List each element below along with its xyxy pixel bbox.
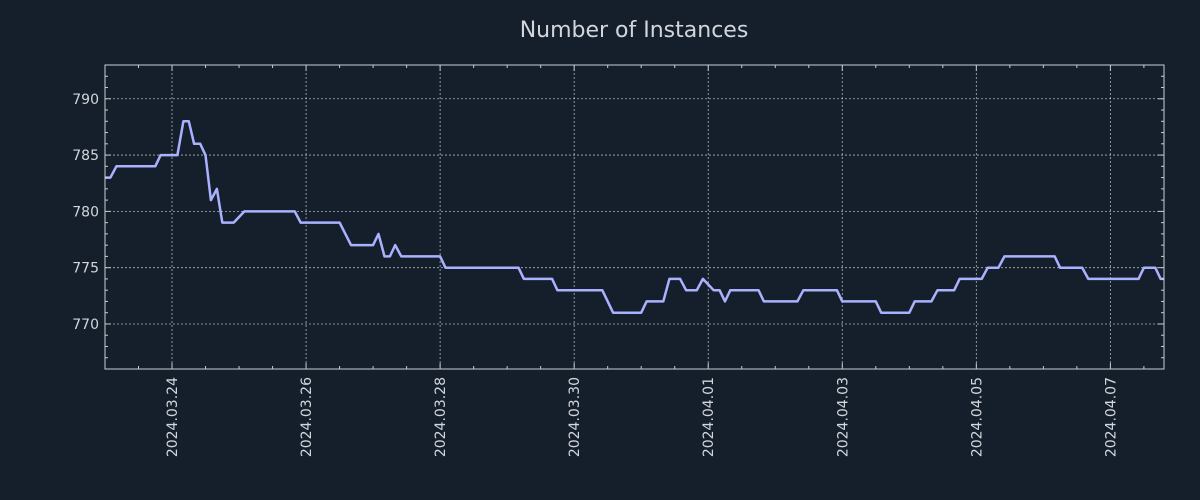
x-tick-label: 2024.04.07 — [1103, 377, 1119, 457]
y-tick-label: 780 — [72, 204, 99, 220]
x-tick-label: 2024.03.28 — [433, 377, 449, 457]
plot-frame — [104, 64, 1165, 370]
grid-layer — [105, 65, 1164, 369]
x-tick-label: 2024.04.05 — [969, 377, 985, 457]
x-tick-label: 2024.04.03 — [835, 377, 851, 457]
chart-title: Number of Instances — [520, 18, 749, 43]
y-tick-label: 770 — [72, 317, 99, 333]
x-tick-label: 2024.03.30 — [567, 377, 583, 457]
y-tick-label: 775 — [72, 261, 99, 277]
x-tick-label: 2024.03.26 — [299, 377, 315, 457]
x-tick-label: 2024.04.01 — [701, 377, 717, 457]
x-axis: 2024.03.24 2024.03.26 2024.03.28 2024.03.30… — [138, 65, 1145, 457]
series-line-instances — [105, 120, 1164, 314]
y-axis: 770 775 780 785 790 — [72, 64, 1164, 370]
x-tick-label: 2024.03.24 — [165, 377, 181, 457]
series-layer — [105, 120, 1164, 314]
y-tick-label: 790 — [72, 92, 99, 108]
y-tick-label: 785 — [72, 148, 99, 164]
